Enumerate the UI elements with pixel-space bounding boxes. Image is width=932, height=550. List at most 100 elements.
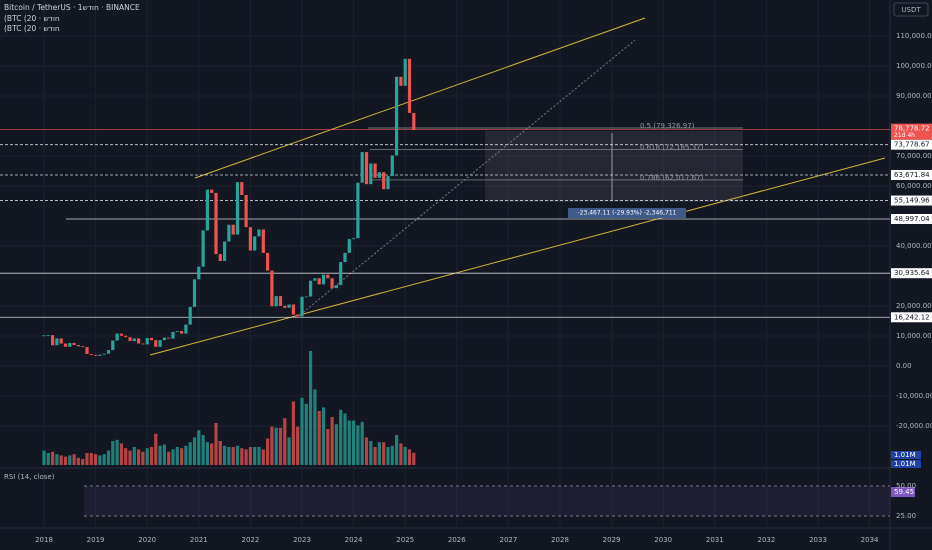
channel-lower (149, 157, 886, 356)
candle (76, 345, 80, 347)
volume-bar (377, 442, 381, 465)
rsi-tick-label: 50.00 (896, 482, 916, 490)
volume-bar (386, 447, 390, 465)
candle (106, 350, 111, 354)
volume-bar (253, 447, 257, 465)
candle (395, 76, 399, 156)
volume-bar (115, 439, 119, 465)
candle (386, 176, 390, 190)
volume-bar (330, 417, 334, 465)
candle (154, 340, 158, 347)
volume-bar (373, 447, 377, 465)
candle (296, 314, 300, 317)
candle (184, 324, 188, 334)
candle (102, 353, 106, 355)
y-tick-label: 0.00 (896, 362, 912, 370)
volume-bar (63, 456, 68, 465)
x-tick-label: 2022 (241, 536, 259, 544)
volume-bar (175, 447, 179, 465)
volume-bar (231, 447, 235, 465)
x-tick-label: 2032 (757, 536, 775, 544)
volume-bar (102, 454, 106, 465)
volume-bar (106, 450, 111, 465)
candle (278, 296, 283, 306)
volume-bar (218, 441, 222, 465)
volume-bar (300, 397, 304, 465)
volume-bar (287, 437, 291, 465)
x-tick-label: 2020 (138, 536, 156, 544)
candle (339, 262, 343, 286)
volume-bar (360, 421, 364, 465)
level-label: 30,935.64 (894, 269, 930, 277)
candle (231, 224, 235, 235)
candle (399, 76, 403, 86)
candle (197, 266, 201, 280)
candle (364, 152, 369, 185)
currency[interactable]: USDT (901, 6, 921, 14)
volume-bar (296, 426, 300, 465)
y-tick-label: 10,000.00 (896, 332, 932, 340)
candle (162, 337, 166, 341)
candle (72, 342, 76, 345)
candle (210, 189, 214, 193)
candle (63, 343, 68, 347)
volume-bar (141, 451, 145, 465)
volume-bar (192, 437, 197, 465)
candle (352, 238, 356, 240)
x-tick-label: 2027 (499, 536, 517, 544)
y-tick-label: 90,000.00 (896, 92, 932, 100)
candle (257, 229, 261, 237)
symbol: Bitcoin / TetherUS · 1חודש · BINANCE (4, 3, 140, 12)
volume-bar (68, 455, 72, 465)
volume-bar (55, 454, 59, 465)
candle (412, 112, 416, 130)
fib-label: 0.618 (72,185.37) (640, 143, 704, 151)
candle (330, 278, 334, 289)
volume-label: 1.01M (894, 460, 916, 468)
currency-box[interactable] (893, 2, 929, 17)
volume-bar (137, 449, 141, 465)
candle (382, 172, 386, 190)
x-tick-label: 2024 (345, 536, 363, 544)
candle (94, 354, 98, 356)
volume-bar (352, 420, 356, 465)
volume-bar (214, 423, 218, 465)
candle (42, 335, 46, 337)
volume-bar (334, 424, 338, 465)
candle (248, 227, 252, 251)
candle (145, 337, 149, 345)
candle (81, 346, 85, 348)
candle (304, 296, 308, 298)
level-tag (891, 195, 932, 206)
candle (334, 285, 338, 289)
level-tag (891, 312, 932, 323)
volume-bar (197, 430, 201, 465)
volume-bar (278, 427, 283, 465)
candle (283, 305, 287, 308)
candle (373, 163, 377, 178)
rsi-tick-label: 25.00 (896, 512, 916, 520)
fib-label: 0.786 (62,017.67) (640, 174, 704, 182)
volume-bar (369, 441, 373, 465)
volume-bar (343, 413, 347, 465)
candle (227, 224, 231, 242)
volume-bar (266, 438, 270, 465)
candle (235, 182, 240, 235)
candle (89, 354, 93, 355)
candle (141, 343, 145, 345)
volume-bar (167, 451, 171, 465)
candle (55, 338, 59, 346)
volume-bar (42, 450, 46, 465)
candle (347, 239, 351, 253)
volume-bar (180, 448, 184, 465)
volume-tag (891, 460, 921, 468)
candle (253, 236, 257, 251)
volume-bar (240, 448, 244, 465)
y-tick-label: -10,000.00 (896, 392, 932, 400)
rsi-tag (891, 487, 915, 497)
volume-bar (304, 403, 308, 465)
candle (244, 195, 248, 228)
volume-bar (223, 445, 227, 465)
candle (68, 342, 72, 347)
